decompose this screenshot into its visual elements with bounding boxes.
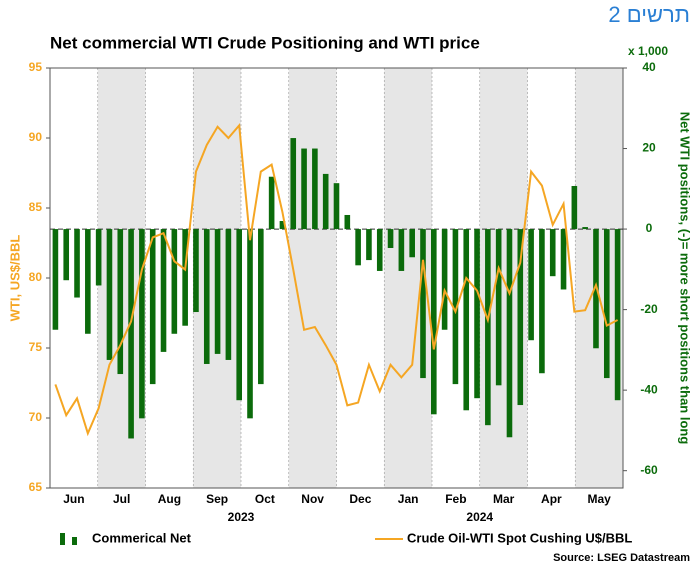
bar	[312, 148, 318, 230]
source: Source: LSEG Datastream	[553, 552, 690, 564]
bar	[171, 229, 178, 334]
year-label: 2024	[466, 510, 493, 524]
bar	[279, 221, 286, 230]
chart-title: Net commercial WTI Crude Positioning and…	[50, 33, 480, 52]
x-tick-label: Aug	[158, 492, 181, 506]
bar	[474, 229, 480, 399]
y-tick-label: 80	[29, 270, 43, 284]
bar	[193, 229, 199, 313]
bar	[214, 229, 221, 354]
legend-swatch	[60, 533, 65, 545]
bar	[85, 229, 91, 334]
y2-tick-label: 20	[642, 141, 656, 155]
y-tick-label: 95	[29, 60, 43, 74]
bar	[258, 229, 264, 385]
bar	[247, 229, 253, 419]
y2-tick-label: 40	[642, 60, 656, 74]
bar	[366, 229, 372, 261]
bar	[560, 229, 567, 290]
x-tick-label: Sep	[206, 492, 228, 506]
legend-label: Crude Oil-WTI Spot Cushing U$/BBL	[407, 530, 632, 545]
bar	[614, 229, 621, 401]
x-tick-label: Nov	[301, 492, 324, 506]
chart-number: תרשים 2	[608, 2, 690, 27]
bar	[549, 229, 556, 277]
x-tick-label: Feb	[445, 492, 466, 506]
bar	[409, 229, 415, 258]
year-label: 2023	[228, 510, 255, 524]
line	[54, 122, 619, 437]
x-tick-label: Mar	[493, 492, 515, 506]
bar	[74, 229, 80, 298]
y2-tick-label: -20	[640, 302, 658, 316]
month-shade	[288, 68, 337, 488]
bar	[290, 138, 297, 230]
bar	[160, 229, 167, 352]
bar	[517, 229, 524, 406]
bar	[268, 176, 275, 230]
bar	[225, 229, 232, 360]
x-tick-label: Jun	[63, 492, 84, 506]
bar	[485, 229, 491, 426]
bar	[52, 229, 59, 330]
bar	[376, 229, 383, 271]
x-tick-label: Oct	[255, 492, 275, 506]
bar	[387, 229, 394, 248]
y-tick-label: 70	[29, 410, 43, 424]
bar	[463, 229, 470, 411]
bar	[571, 185, 578, 230]
x-tick-label: Apr	[541, 492, 562, 506]
bar	[139, 229, 145, 419]
bar	[203, 229, 210, 364]
bar	[333, 183, 340, 230]
bar	[117, 229, 124, 375]
bar	[149, 229, 156, 385]
bar	[528, 229, 534, 341]
bar	[106, 229, 113, 360]
legend-swatch	[72, 537, 77, 545]
bar	[128, 229, 134, 439]
y-tick-label: 65	[29, 480, 43, 494]
x-tick-label: Dec	[349, 492, 371, 506]
y2-tick-label: 0	[646, 221, 653, 235]
bar	[582, 227, 588, 230]
y-axis-label: WTI, US$/BBL	[7, 235, 22, 322]
bar	[420, 229, 426, 379]
bar	[355, 229, 361, 266]
bar	[322, 173, 329, 230]
bar	[182, 229, 188, 326]
y-tick-label: 75	[29, 340, 43, 354]
bar	[495, 229, 502, 386]
legend-label: Commerical Net	[92, 530, 192, 545]
y2-tick-label: -60	[640, 463, 658, 477]
y-tick-label: 90	[29, 130, 43, 144]
bar	[236, 229, 242, 401]
y2-axis-label: Net WTI positions, (-)= more short posit…	[678, 112, 693, 445]
bar	[344, 214, 351, 230]
bar	[301, 148, 307, 230]
bar	[539, 229, 545, 374]
x-tick-label: May	[587, 492, 611, 506]
bar	[506, 229, 513, 438]
y2-unit: x 1,000	[628, 44, 668, 58]
bar	[398, 229, 405, 271]
bar	[63, 229, 70, 281]
bar	[603, 229, 610, 379]
bar	[431, 229, 437, 415]
bar	[95, 229, 102, 286]
bar	[452, 229, 459, 385]
y2-tick-label: -40	[640, 382, 658, 396]
bar	[441, 229, 448, 330]
x-tick-label: Jul	[113, 492, 130, 506]
y-tick-label: 85	[29, 200, 43, 214]
x-tick-label: Jan	[398, 492, 419, 506]
